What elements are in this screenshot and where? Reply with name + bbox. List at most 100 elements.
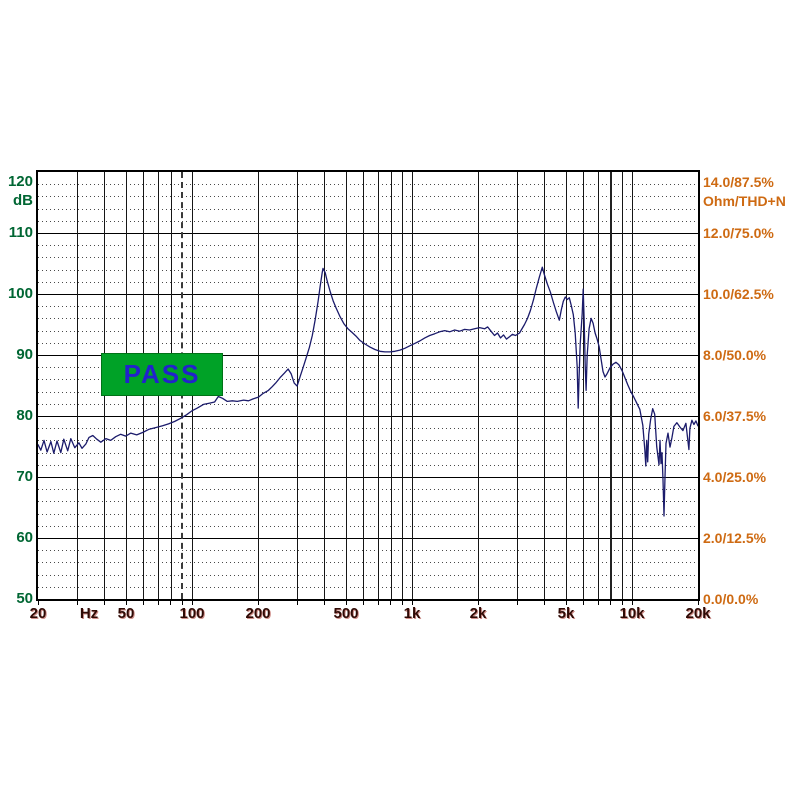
x-axis-tick-mark — [632, 601, 633, 605]
frequency-response-chart: PASS — [36, 170, 700, 601]
gridline-minor-horizontal — [38, 489, 698, 491]
x-axis-tick-mark — [324, 601, 325, 605]
gridline-vertical — [597, 172, 599, 599]
gridline-minor-horizontal — [38, 391, 698, 393]
y-axis-left-tick-label: 100 — [7, 285, 33, 302]
gridline-minor-horizontal — [38, 281, 698, 283]
gridline-minor-horizontal — [38, 501, 698, 503]
x-axis-tick-label: 20k — [685, 605, 711, 622]
gridline-minor-horizontal — [38, 574, 698, 576]
x-axis-tick-label: 100 — [179, 605, 205, 622]
x-axis-tick-mark — [38, 601, 39, 605]
y-axis-left-tick-label: 90 — [16, 346, 33, 363]
x-axis-tick-mark — [378, 601, 379, 605]
gridline-minor-horizontal — [38, 452, 698, 454]
x-axis-tick-mark — [170, 601, 171, 605]
x-axis-tick-label: 10k — [619, 605, 645, 622]
y-axis-right-tick-label: 12.0/75.0% — [703, 225, 774, 241]
gridline-minor-horizontal — [38, 306, 698, 308]
gridline-vertical — [411, 172, 413, 599]
x-axis-tick-mark — [158, 601, 159, 605]
x-axis-tick-mark — [412, 601, 413, 605]
y-axis-left-tick-label: 60 — [16, 529, 33, 546]
x-axis-tick-mark — [297, 601, 298, 605]
gridline-minor-horizontal — [38, 562, 698, 564]
gridline-minor-horizontal — [38, 184, 698, 186]
pass-status-badge: PASS — [101, 353, 223, 396]
x-axis-tick-mark — [598, 601, 599, 605]
x-axis-tick-mark — [77, 601, 78, 605]
gridline-minor-horizontal — [38, 379, 698, 381]
x-axis-tick-label: 20 — [29, 605, 47, 622]
gridline-minor-horizontal — [38, 245, 698, 247]
gridline-vertical — [478, 172, 479, 599]
gridline-vertical — [583, 172, 584, 599]
pass-status-label: PASS — [123, 359, 201, 389]
gridline-vertical — [363, 172, 364, 599]
gridline-vertical — [76, 172, 78, 599]
gridline-major-horizontal — [38, 416, 698, 417]
gridline-vertical — [401, 172, 403, 599]
gridline-vertical — [324, 172, 326, 599]
gridline-vertical — [621, 172, 623, 599]
x-axis-tick-mark — [363, 601, 364, 605]
y-axis-right-tick-label: 6.0/37.5% — [703, 408, 767, 424]
x-axis-tick-mark — [698, 601, 699, 605]
gridline-vertical — [631, 172, 633, 599]
x-axis-tick-mark — [610, 601, 611, 605]
x-axis-tick-label: 1k — [403, 605, 421, 622]
x-axis-tick-mark — [104, 601, 105, 605]
x-axis-tick-mark — [192, 601, 193, 605]
y-axis-right-tick-label: 4.0/25.0% — [703, 469, 767, 485]
limit-marker-line — [609, 172, 612, 599]
x-axis-tick-label: 500 — [333, 605, 359, 622]
gridline-vertical — [565, 172, 567, 599]
gridline-minor-horizontal — [38, 464, 698, 466]
x-axis-tick-mark — [583, 601, 584, 605]
y-axis-left-tick-label: 70 — [16, 468, 33, 485]
response-curve — [38, 266, 698, 517]
x-axis-tick-mark — [258, 601, 259, 605]
gridline-minor-horizontal — [38, 586, 698, 588]
gridline-minor-horizontal — [38, 367, 698, 369]
gridline-minor-horizontal — [38, 220, 698, 222]
x-axis-tick-label: 200 — [245, 605, 271, 622]
gridline-minor-horizontal — [38, 525, 698, 527]
y-axis-left-tick-label: 120 — [7, 173, 33, 190]
gridline-major-horizontal — [38, 355, 698, 356]
gridline-minor-horizontal — [38, 342, 698, 344]
gridline-minor-horizontal — [38, 403, 698, 405]
gridline-major-horizontal — [38, 294, 698, 295]
y-axis-left-unit-label: dB — [13, 192, 33, 209]
gridline-minor-horizontal — [38, 269, 698, 271]
x-axis-tick-mark — [390, 601, 391, 605]
x-axis-tick-label: Hz — [79, 605, 99, 622]
x-axis-tick-mark — [346, 601, 347, 605]
gridline-minor-horizontal — [38, 330, 698, 332]
gridline-vertical — [377, 172, 379, 599]
y-axis-right-tick-label: 8.0/50.0% — [703, 347, 767, 363]
gridline-vertical — [544, 172, 546, 599]
x-axis-tick-mark — [517, 601, 518, 605]
x-axis-tick-mark — [478, 601, 479, 605]
gridline-minor-horizontal — [38, 318, 698, 320]
gridline-minor-horizontal — [38, 513, 698, 515]
gridline-major-horizontal — [38, 477, 698, 478]
gridline-minor-horizontal — [38, 257, 698, 259]
gridline-minor-horizontal — [38, 440, 698, 442]
x-axis-tick-mark — [544, 601, 545, 605]
gridline-vertical — [516, 172, 518, 599]
y-axis-left-tick-label: 110 — [8, 224, 33, 241]
x-axis-tick-mark — [566, 601, 567, 605]
y-axis-right-tick-label: 14.0/87.5% — [703, 174, 774, 190]
gridline-minor-horizontal — [38, 550, 698, 552]
x-axis-tick-label: 5k — [557, 605, 575, 622]
x-axis-tick-mark — [126, 601, 127, 605]
y-axis-right-tick-label: 2.0/12.5% — [703, 530, 767, 546]
gridline-minor-horizontal — [38, 196, 698, 198]
gridline-vertical — [258, 172, 259, 599]
gridline-minor-horizontal — [38, 428, 698, 430]
x-axis-tick-mark — [182, 601, 183, 605]
y-axis-right-unit-label: Ohm/THD+N — [703, 193, 786, 209]
x-axis-tick-label: 2k — [469, 605, 487, 622]
